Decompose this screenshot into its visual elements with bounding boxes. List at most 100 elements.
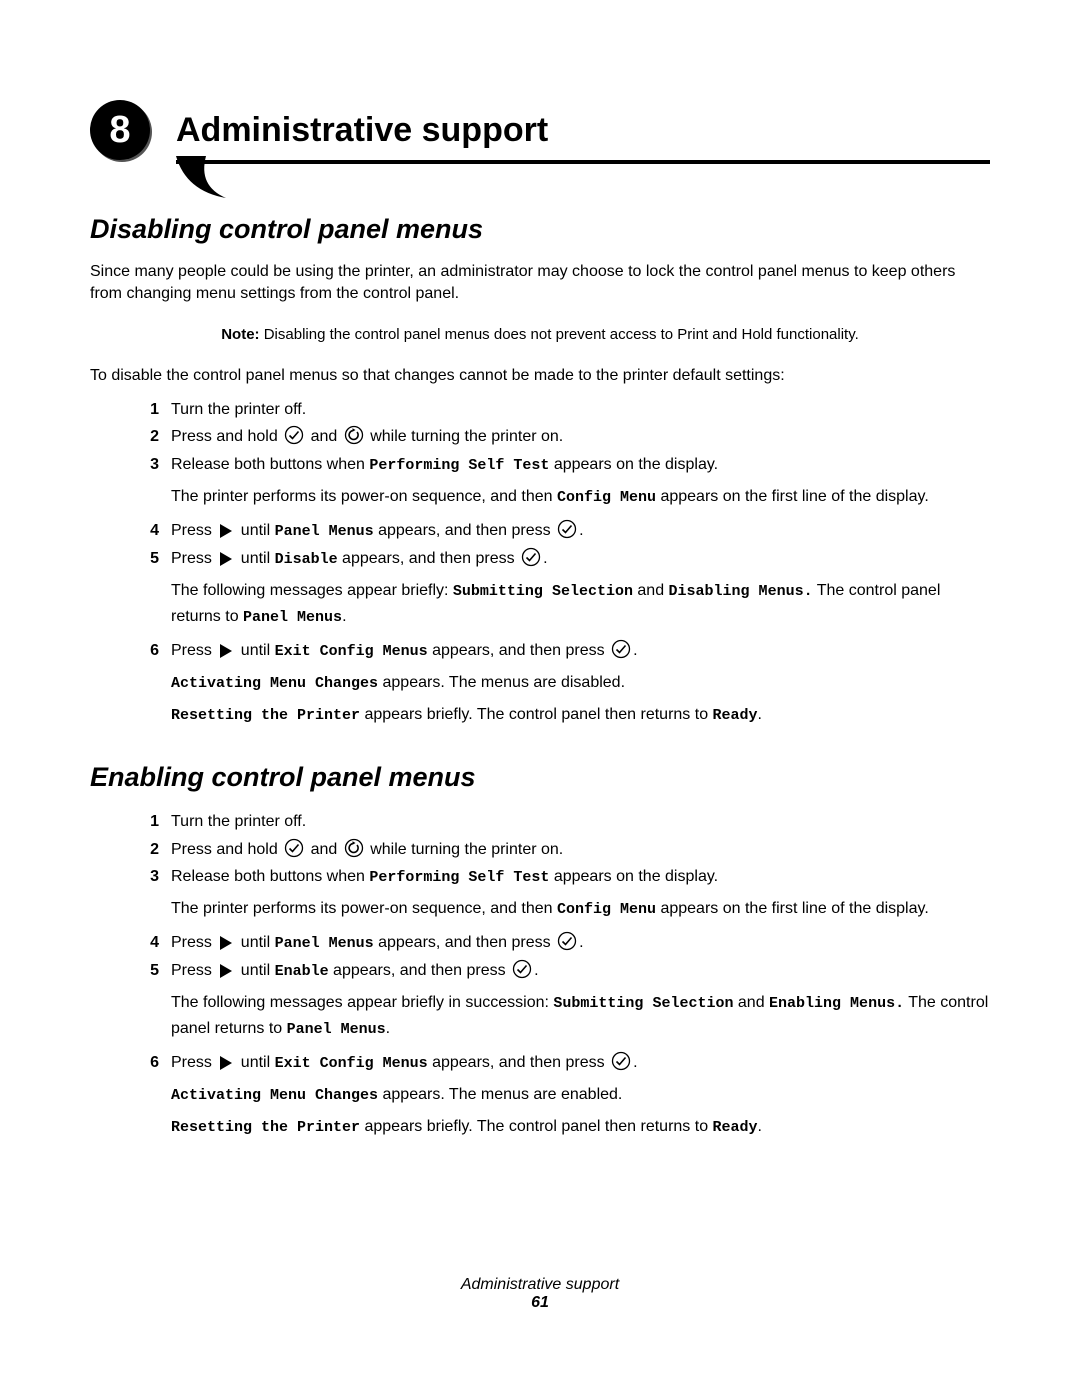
text: and bbox=[306, 841, 342, 858]
text: Release both buttons when bbox=[171, 456, 369, 473]
code-text: Exit Config Menus bbox=[275, 643, 428, 660]
footer-page-number: 61 bbox=[90, 1294, 990, 1312]
code-text: Activating Menu Changes bbox=[171, 1087, 378, 1104]
text: appears on the first line of the display… bbox=[656, 488, 929, 505]
return-circle-icon bbox=[344, 838, 364, 858]
checkmark-circle-icon bbox=[284, 838, 304, 858]
code-text: Ready bbox=[713, 707, 758, 724]
text: The printer performs its power-on sequen… bbox=[171, 900, 557, 917]
page-footer: Administrative support 61 bbox=[90, 1276, 990, 1312]
step-item: 5 Press until Enable appears, and then p… bbox=[135, 958, 990, 1048]
intro-paragraph: Since many people could be using the pri… bbox=[90, 261, 990, 304]
text: appears, and then press bbox=[329, 962, 510, 979]
code-text: Config Menu bbox=[557, 901, 656, 918]
step-body: Press until Exit Config Menus appears, a… bbox=[171, 638, 990, 734]
step-body: Press and hold and while turning the pri… bbox=[171, 424, 990, 450]
step-body: Release both buttons when Performing Sel… bbox=[171, 864, 990, 928]
checkmark-circle-icon bbox=[611, 639, 631, 659]
text: . bbox=[633, 642, 637, 659]
text: until bbox=[236, 962, 274, 979]
code-text: Panel Menus bbox=[243, 609, 342, 626]
step-body: Press and hold and while turning the pri… bbox=[171, 837, 990, 863]
code-text: Resetting the Printer bbox=[171, 1119, 360, 1136]
steps-list-disable: 1 Turn the printer off. 2 Press and hold… bbox=[135, 397, 990, 734]
text: The printer performs its power-on sequen… bbox=[171, 488, 557, 505]
text: Press and hold bbox=[171, 841, 282, 858]
step-item: 3 Release both buttons when Performing S… bbox=[135, 452, 990, 516]
footer-title: Administrative support bbox=[90, 1276, 990, 1294]
text: until bbox=[236, 550, 274, 567]
code-text: Panel Menus bbox=[275, 935, 374, 952]
text: appears, and then press bbox=[428, 1054, 609, 1071]
text: Press bbox=[171, 550, 216, 567]
checkmark-circle-icon bbox=[557, 519, 577, 539]
step-num: 6 bbox=[135, 638, 171, 734]
text: appears. The menus are disabled. bbox=[378, 674, 625, 691]
step-item: 4 Press until Panel Menus appears, and t… bbox=[135, 930, 990, 956]
step-item: 6 Press until Exit Config Menus appears,… bbox=[135, 1050, 990, 1146]
step-item: 6 Press until Exit Config Menus appears,… bbox=[135, 638, 990, 734]
text: appears on the display. bbox=[549, 868, 718, 885]
step-num: 5 bbox=[135, 546, 171, 636]
section-title-disable: Disabling control panel menus bbox=[90, 214, 990, 245]
section-title-enable: Enabling control panel menus bbox=[90, 762, 990, 793]
step-body: Press until Enable appears, and then pre… bbox=[171, 958, 990, 1048]
text: until bbox=[236, 934, 274, 951]
text: The following messages appear briefly: bbox=[171, 582, 453, 599]
text: The following messages appear briefly in… bbox=[171, 994, 553, 1011]
chapter-number-badge: 8 bbox=[90, 100, 150, 160]
text: Press bbox=[171, 962, 216, 979]
text: and bbox=[306, 428, 342, 445]
chapter-rule bbox=[176, 160, 990, 164]
text: and bbox=[733, 994, 769, 1011]
text: . bbox=[534, 962, 538, 979]
text: . bbox=[758, 706, 762, 723]
steps-list-enable: 1 Turn the printer off. 2 Press and hold… bbox=[135, 809, 990, 1146]
text: Press bbox=[171, 934, 216, 951]
text: until bbox=[236, 642, 274, 659]
step-item: 4 Press until Panel Menus appears, and t… bbox=[135, 518, 990, 544]
text: . bbox=[758, 1118, 762, 1135]
step-num: 5 bbox=[135, 958, 171, 1048]
step-item: 1 Turn the printer off. bbox=[135, 809, 990, 835]
checkmark-circle-icon bbox=[512, 959, 532, 979]
code-text: Resetting the Printer bbox=[171, 707, 360, 724]
text: until bbox=[236, 522, 274, 539]
step-num: 4 bbox=[135, 518, 171, 544]
code-text: Disable bbox=[275, 551, 338, 568]
play-triangle-icon bbox=[218, 643, 234, 659]
text: while turning the printer on. bbox=[366, 428, 563, 445]
text: Press bbox=[171, 522, 216, 539]
note-text: Disabling the control panel menus does n… bbox=[260, 326, 859, 343]
code-text: Panel Menus bbox=[287, 1021, 386, 1038]
step-body: Press until Disable appears, and then pr… bbox=[171, 546, 990, 636]
step-num: 2 bbox=[135, 424, 171, 450]
step-item: 1 Turn the printer off. bbox=[135, 397, 990, 423]
step-body: Turn the printer off. bbox=[171, 809, 990, 835]
code-text: Enabling Menus. bbox=[769, 995, 904, 1012]
code-text: Performing Self Test bbox=[369, 457, 549, 474]
text: appears on the first line of the display… bbox=[656, 900, 929, 917]
text: . bbox=[633, 1054, 637, 1071]
step-num: 3 bbox=[135, 864, 171, 928]
step-item: 5 Press until Disable appears, and then … bbox=[135, 546, 990, 636]
step-body: Turn the printer off. bbox=[171, 397, 990, 423]
note-paragraph: Note: Disabling the control panel menus … bbox=[90, 326, 990, 343]
step-item: 2 Press and hold and while turning the p… bbox=[135, 424, 990, 450]
code-text: Config Menu bbox=[557, 489, 656, 506]
code-text: Performing Self Test bbox=[369, 869, 549, 886]
code-text: Ready bbox=[713, 1119, 758, 1136]
chapter-title: Administrative support bbox=[176, 111, 548, 150]
note-label: Note: bbox=[221, 326, 259, 343]
step-num: 1 bbox=[135, 809, 171, 835]
code-text: Enable bbox=[275, 963, 329, 980]
document-page: 8 Administrative support Disabling contr… bbox=[0, 0, 1080, 1372]
text: until bbox=[236, 1054, 274, 1071]
code-text: Submitting Selection bbox=[453, 583, 633, 600]
play-triangle-icon bbox=[218, 935, 234, 951]
checkmark-circle-icon bbox=[611, 1051, 631, 1071]
lead-in-paragraph: To disable the control panel menus so th… bbox=[90, 365, 990, 387]
text: Release both buttons when bbox=[171, 868, 369, 885]
text: . bbox=[342, 608, 346, 625]
text: Press and hold bbox=[171, 428, 282, 445]
